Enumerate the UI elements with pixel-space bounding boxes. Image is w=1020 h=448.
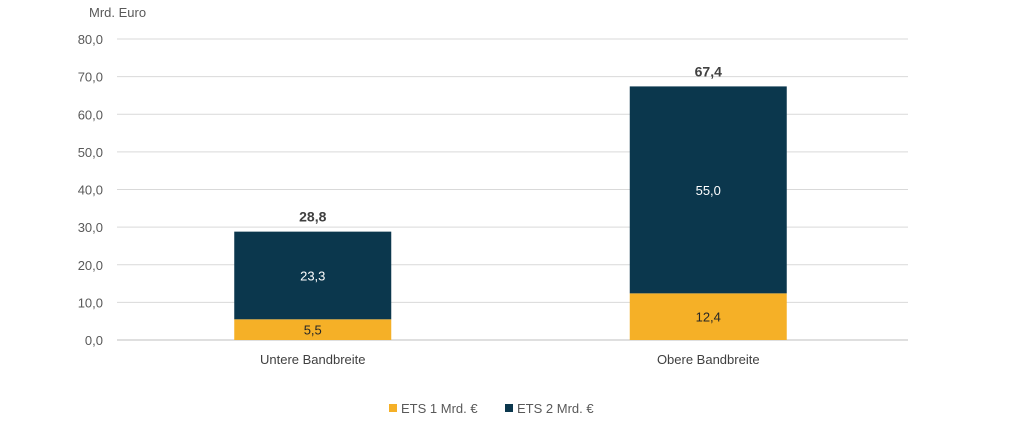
legend-label: ETS 1 Mrd. € (401, 401, 478, 416)
y-tick-label: 80,0 (78, 32, 103, 47)
x-tick-label: Untere Bandbreite (260, 352, 366, 367)
bar-segment-2 (629, 86, 787, 294)
y-tick-label: 40,0 (78, 183, 103, 198)
y-tick-label: 50,0 (78, 145, 103, 160)
total-label: 28,8 (299, 209, 326, 225)
data-label: 12,4 (696, 310, 721, 325)
y-tick-label: 60,0 (78, 107, 103, 122)
data-label: 55,0 (696, 183, 721, 198)
y-tick-label: 20,0 (78, 258, 103, 273)
bar-segment-1 (234, 319, 392, 340)
legend-swatch (389, 404, 397, 412)
x-tick-label: Obere Bandbreite (657, 352, 760, 367)
bar-segment-2 (234, 231, 392, 320)
y-tick-label: 10,0 (78, 295, 103, 310)
legend-label: ETS 2 Mrd. € (517, 401, 594, 416)
data-label: 23,3 (300, 268, 325, 283)
y-tick-label: 30,0 (78, 220, 103, 235)
data-label: 5,5 (304, 323, 322, 338)
y-tick-label: 0,0 (85, 333, 103, 348)
legend-swatch (505, 404, 513, 412)
y-axis-label: Mrd. Euro (89, 5, 146, 20)
y-tick-label: 70,0 (78, 70, 103, 85)
total-label: 67,4 (695, 63, 722, 79)
bar-segment-1 (629, 293, 787, 340)
